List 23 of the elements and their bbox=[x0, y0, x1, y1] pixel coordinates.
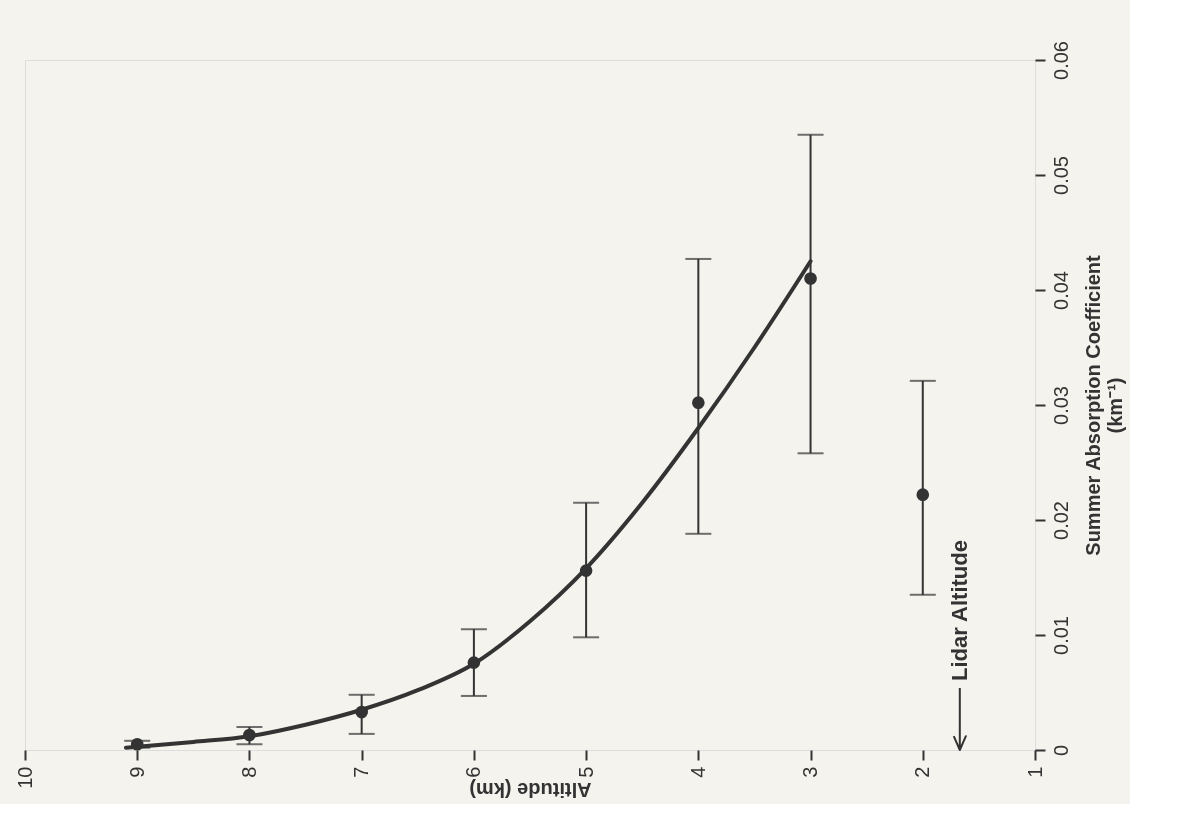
x-axis-title: Altitude (km) bbox=[469, 778, 592, 801]
y-tick-label: 0 bbox=[1049, 744, 1072, 757]
x-tick-label: 8 bbox=[237, 766, 260, 778]
y-axis-title: Summer Absorption Coefficient (km⁻¹) bbox=[1081, 254, 1126, 556]
x-tick-label: 6 bbox=[462, 766, 485, 778]
point bbox=[692, 396, 705, 410]
x-tick-label: 5 bbox=[574, 766, 597, 778]
x-tick-label: 4 bbox=[686, 766, 709, 778]
y-tick-label: 0.06 bbox=[1049, 41, 1072, 80]
x-tick-label: 9 bbox=[125, 766, 148, 778]
point bbox=[804, 272, 817, 285]
x-tick-label: 10 bbox=[13, 766, 36, 789]
y-tick-label: 0.01 bbox=[1049, 616, 1072, 655]
y-tick-label: 0.05 bbox=[1049, 156, 1072, 195]
y-tick-label: 0.04 bbox=[1049, 271, 1072, 310]
y-tick-label: 0.03 bbox=[1049, 386, 1072, 425]
x-tick-label: 3 bbox=[799, 766, 822, 778]
ref-line-label: Lidar Altitude bbox=[946, 540, 972, 681]
x-tick-label: 2 bbox=[911, 766, 934, 778]
point bbox=[916, 488, 930, 502]
y-tick-label: 0.02 bbox=[1049, 501, 1072, 540]
x-tick-label: 1 bbox=[1023, 766, 1046, 778]
x-tick-label: 7 bbox=[350, 766, 373, 778]
